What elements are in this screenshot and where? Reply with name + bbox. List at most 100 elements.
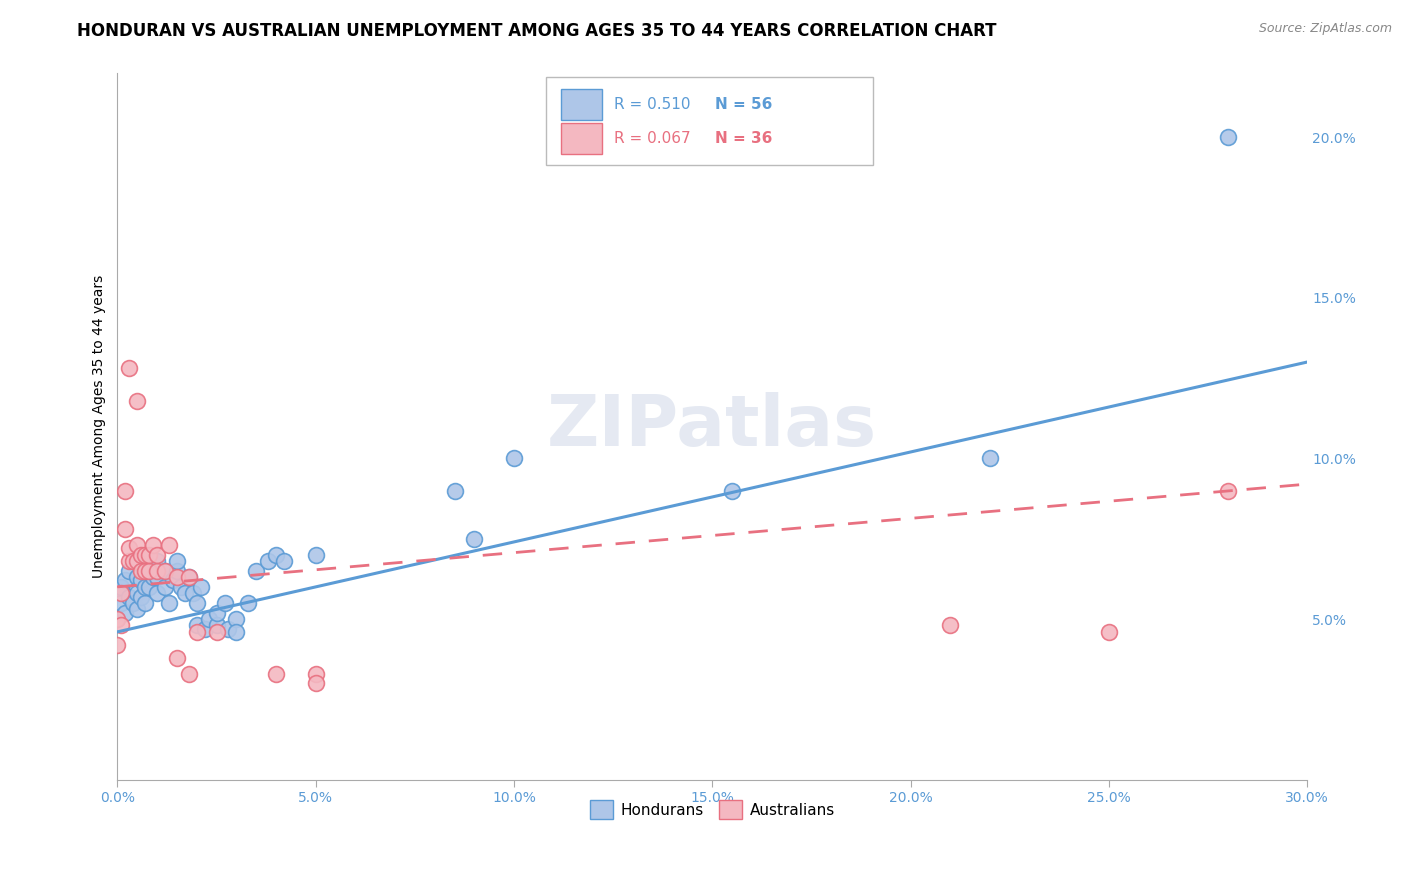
Point (107, 612, 129, 626)
Point (186, 596, 208, 610)
Point (264, 666, 287, 681)
Point (134, 564, 156, 578)
Point (170, 580, 193, 594)
Text: N = 36: N = 36 (714, 131, 772, 146)
Point (205, 624, 228, 639)
Text: N = 56: N = 56 (714, 97, 772, 112)
Point (177, 570, 200, 584)
Point (225, 624, 247, 639)
Point (463, 532, 485, 546)
Point (134, 580, 156, 594)
Point (305, 548, 328, 562)
Point (138, 564, 160, 578)
Text: R = 0.067: R = 0.067 (613, 131, 690, 146)
Text: ZIPatlas: ZIPatlas (547, 392, 877, 461)
Point (194, 622, 217, 636)
Point (238, 596, 260, 610)
Point (146, 548, 169, 562)
Point (127, 393, 149, 408)
Point (146, 564, 169, 578)
Point (129, 548, 152, 562)
Point (122, 596, 145, 610)
Point (110, 580, 132, 594)
Point (264, 548, 287, 562)
Point (146, 554, 169, 568)
Point (127, 602, 149, 616)
Legend: Hondurans, Australians: Hondurans, Australians (583, 794, 841, 825)
Y-axis label: Unemployment Among Ages 35 to 44 years: Unemployment Among Ages 35 to 44 years (93, 275, 107, 578)
Text: Source: ZipAtlas.com: Source: ZipAtlas.com (1258, 22, 1392, 36)
Point (173, 586, 195, 600)
Point (979, 451, 1001, 466)
Point (127, 538, 149, 552)
Point (107, 586, 129, 600)
Point (166, 650, 188, 665)
Point (118, 541, 141, 556)
Point (134, 596, 156, 610)
Point (197, 612, 219, 626)
Point (107, 612, 129, 626)
Point (110, 586, 132, 600)
Point (118, 564, 141, 578)
Point (181, 586, 204, 600)
Point (205, 618, 228, 632)
Point (153, 580, 176, 594)
Point (177, 666, 200, 681)
Point (186, 618, 208, 632)
FancyBboxPatch shape (561, 123, 602, 154)
Point (166, 554, 188, 568)
Point (166, 564, 188, 578)
Point (939, 618, 962, 632)
Point (127, 570, 149, 584)
Point (138, 564, 160, 578)
Point (166, 570, 188, 584)
Point (146, 586, 169, 600)
Point (190, 580, 212, 594)
Point (138, 580, 160, 594)
Point (162, 574, 184, 588)
Point (443, 483, 465, 498)
Point (134, 548, 156, 562)
Point (142, 538, 165, 552)
Point (114, 522, 136, 536)
Point (127, 586, 149, 600)
Point (129, 564, 152, 578)
Point (205, 606, 228, 620)
Point (142, 570, 165, 584)
Point (138, 548, 160, 562)
Point (721, 483, 744, 498)
Point (118, 361, 141, 376)
Point (146, 570, 169, 584)
FancyBboxPatch shape (561, 89, 602, 120)
Point (134, 564, 156, 578)
Point (1216, 483, 1239, 498)
Point (245, 564, 267, 578)
Point (273, 554, 295, 568)
Point (114, 574, 136, 588)
Point (186, 624, 208, 639)
Point (153, 564, 176, 578)
Point (157, 596, 180, 610)
Point (129, 574, 152, 588)
Point (214, 596, 236, 610)
Point (1098, 624, 1121, 639)
Point (153, 564, 176, 578)
Text: R = 0.510: R = 0.510 (613, 97, 690, 112)
Point (218, 622, 240, 636)
Point (110, 596, 132, 610)
Point (157, 538, 180, 552)
Point (1216, 130, 1239, 145)
Point (118, 554, 141, 568)
Point (110, 618, 132, 632)
Point (257, 554, 280, 568)
Point (305, 676, 328, 690)
Point (503, 451, 526, 466)
Text: HONDURAN VS AUSTRALIAN UNEMPLOYMENT AMONG AGES 35 TO 44 YEARS CORRELATION CHART: HONDURAN VS AUSTRALIAN UNEMPLOYMENT AMON… (77, 22, 997, 40)
Point (129, 590, 152, 604)
Point (118, 590, 141, 604)
Point (177, 570, 200, 584)
FancyBboxPatch shape (546, 77, 873, 165)
Point (114, 483, 136, 498)
Point (225, 612, 247, 626)
Point (305, 666, 328, 681)
